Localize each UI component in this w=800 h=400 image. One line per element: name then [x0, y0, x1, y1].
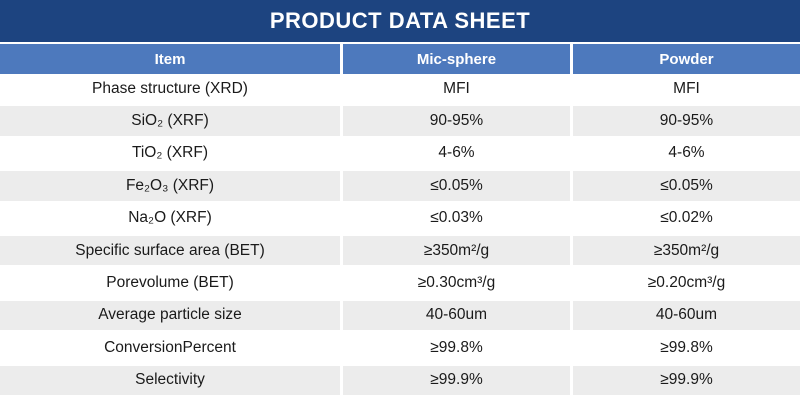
mic-sphere-value-cell: 40-60um: [343, 300, 570, 334]
item-cell: Average particle size: [0, 300, 340, 334]
mic-sphere-value-cell: ≤0.05%: [343, 171, 570, 204]
powder-value-cell: ≥0.20cm³/g: [573, 268, 800, 301]
item-cell: SiO₂ (XRF): [0, 106, 340, 139]
mic-sphere-value-cell: ≤0.03%: [343, 203, 570, 236]
item-cell: Na₂O (XRF): [0, 203, 340, 236]
powder-value-cell: 4-6%: [573, 138, 800, 172]
powder-value-cell: ≤0.02%: [573, 203, 800, 236]
item-cell: Phase structure (XRD): [0, 74, 340, 107]
mic-sphere-value-cell: 90-95%: [343, 106, 570, 139]
header-cell-powder: Powder: [573, 44, 800, 74]
table-row: ConversionPercent ≥99.8% ≥99.8%: [0, 333, 800, 366]
header-cell-mic-sphere: Mic-sphere: [343, 44, 570, 74]
title-bar: PRODUCT DATA SHEET: [0, 0, 800, 44]
table-row: SiO₂ (XRF) 90-95% 90-95%: [0, 106, 800, 139]
table-row: TiO₂ (XRF) 4-6% 4-6%: [0, 138, 800, 172]
table-row: Selectivity ≥99.9% ≥99.9%: [0, 365, 800, 398]
item-cell: TiO₂ (XRF): [0, 138, 340, 172]
item-cell: Specific surface area (BET): [0, 235, 340, 269]
data-table: Item Mic-sphere Powder Phase structure (XR…: [0, 44, 800, 398]
table-body: Phase structure (XRD) MFI MFI SiO₂ (XRF) 90-…: [0, 74, 800, 398]
item-cell: ConversionPercent: [0, 333, 340, 366]
table-row: Porevolume (BET) ≥0.30cm³/g ≥0.20cm³/g: [0, 268, 800, 301]
item-cell: Selectivity: [0, 365, 340, 398]
header-cell-item: Item: [0, 44, 340, 74]
table-header-row: Item Mic-sphere Powder: [0, 44, 800, 74]
item-cell: Fe₂O₃ (XRF): [0, 171, 340, 204]
mic-sphere-value-cell: MFI: [343, 74, 570, 107]
powder-value-cell: MFI: [573, 74, 800, 107]
table-row: Phase structure (XRD) MFI MFI: [0, 74, 800, 107]
mic-sphere-value-cell: ≥350m²/g: [343, 235, 570, 269]
table-row: Na₂O (XRF) ≤0.03% ≤0.02%: [0, 203, 800, 236]
powder-value-cell: ≤0.05%: [573, 171, 800, 204]
item-cell: Porevolume (BET): [0, 268, 340, 301]
powder-value-cell: ≥99.9%: [573, 365, 800, 398]
mic-sphere-value-cell: 4-6%: [343, 138, 570, 172]
table-row: Average particle size 40-60um 40-60um: [0, 300, 800, 334]
powder-value-cell: ≥99.8%: [573, 333, 800, 366]
mic-sphere-value-cell: ≥0.30cm³/g: [343, 268, 570, 301]
mic-sphere-value-cell: ≥99.9%: [343, 365, 570, 398]
table-row: Specific surface area (BET) ≥350m²/g ≥350m…: [0, 235, 800, 269]
powder-value-cell: 40-60um: [573, 300, 800, 334]
mic-sphere-value-cell: ≥99.8%: [343, 333, 570, 366]
page-title: PRODUCT DATA SHEET: [269, 8, 531, 33]
powder-value-cell: ≥350m²/g: [573, 235, 800, 269]
table-row: Fe₂O₃ (XRF) ≤0.05% ≤0.05%: [0, 171, 800, 204]
powder-value-cell: 90-95%: [573, 106, 800, 139]
